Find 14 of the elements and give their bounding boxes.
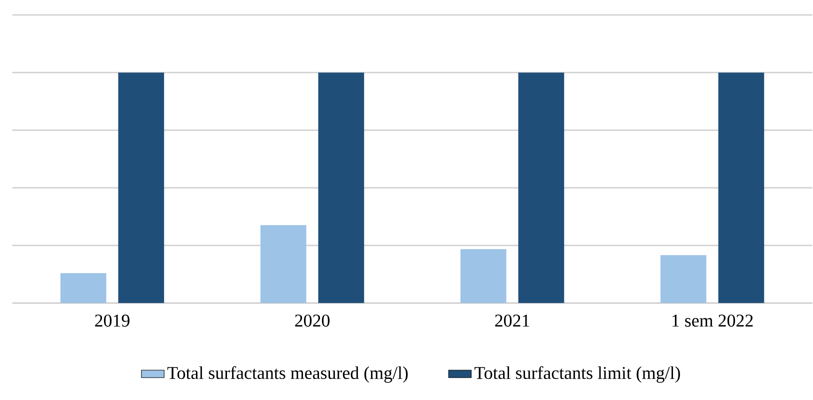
bar <box>60 273 106 304</box>
bar <box>660 255 706 304</box>
x-tick-label: 2019 <box>95 314 130 327</box>
bar <box>318 72 364 304</box>
legend-label: Total surfactants limit (mg/l) <box>474 366 680 383</box>
bar <box>518 72 564 304</box>
bar <box>718 72 764 304</box>
x-tick-label: 1 sem 2022 <box>672 314 753 327</box>
legend-label: Total surfactants measured (mg/l) <box>167 366 408 383</box>
bar <box>460 249 506 304</box>
x-tick-label: 2020 <box>295 314 330 327</box>
bar <box>118 72 164 304</box>
bar <box>260 225 306 304</box>
x-tick-label: 2021 <box>495 314 530 327</box>
